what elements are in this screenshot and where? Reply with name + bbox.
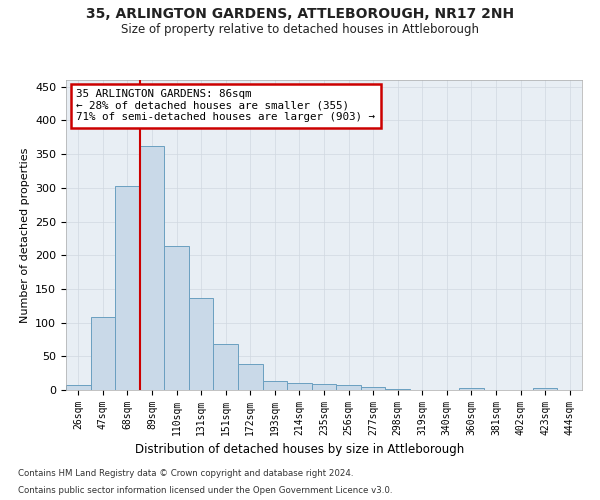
Bar [361, 386, 385, 390]
Bar [312, 384, 336, 390]
Text: Distribution of detached houses by size in Attleborough: Distribution of detached houses by size … [136, 442, 464, 456]
Bar [533, 388, 557, 390]
Bar [238, 364, 263, 390]
Bar [287, 384, 312, 390]
Bar [189, 298, 214, 390]
Text: Contains HM Land Registry data © Crown copyright and database right 2024.: Contains HM Land Registry data © Crown c… [18, 468, 353, 477]
Bar [91, 317, 115, 390]
Bar [164, 246, 189, 390]
Text: Size of property relative to detached houses in Attleborough: Size of property relative to detached ho… [121, 22, 479, 36]
Y-axis label: Number of detached properties: Number of detached properties [20, 148, 29, 322]
Text: Contains public sector information licensed under the Open Government Licence v3: Contains public sector information licen… [18, 486, 392, 495]
Text: 35, ARLINGTON GARDENS, ATTLEBOROUGH, NR17 2NH: 35, ARLINGTON GARDENS, ATTLEBOROUGH, NR1… [86, 8, 514, 22]
Text: 35 ARLINGTON GARDENS: 86sqm
← 28% of detached houses are smaller (355)
71% of se: 35 ARLINGTON GARDENS: 86sqm ← 28% of det… [76, 90, 376, 122]
Bar [214, 344, 238, 390]
Bar [263, 381, 287, 390]
Bar [336, 386, 361, 390]
Bar [385, 388, 410, 390]
Bar [459, 388, 484, 390]
Bar [66, 384, 91, 390]
Bar [115, 186, 140, 390]
Bar [140, 146, 164, 390]
